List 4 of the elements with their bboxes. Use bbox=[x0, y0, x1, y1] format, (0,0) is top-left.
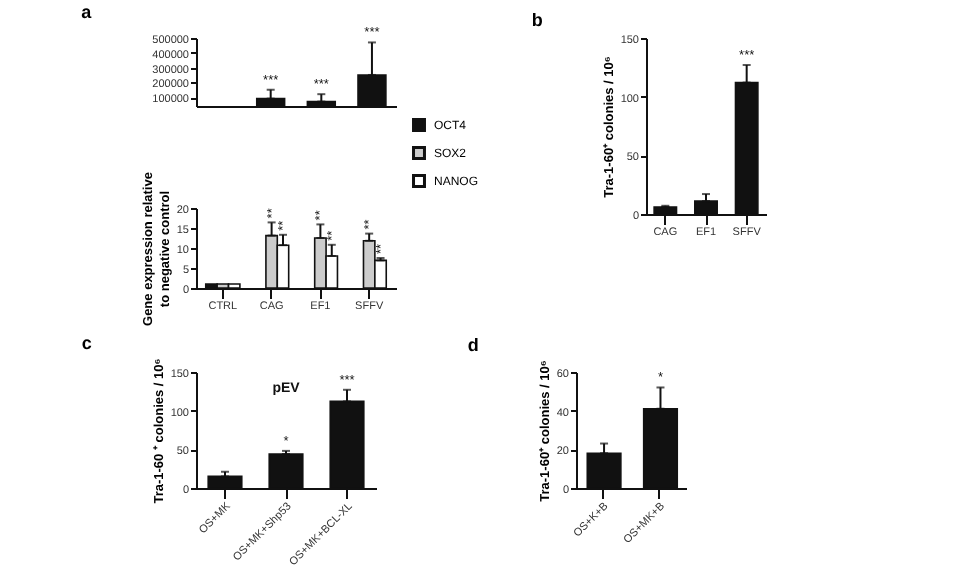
chart-title: c bbox=[81, 333, 92, 354]
chart-title: d bbox=[467, 335, 479, 356]
chart-title: b bbox=[531, 10, 544, 30]
chart-title: a bbox=[81, 2, 94, 23]
